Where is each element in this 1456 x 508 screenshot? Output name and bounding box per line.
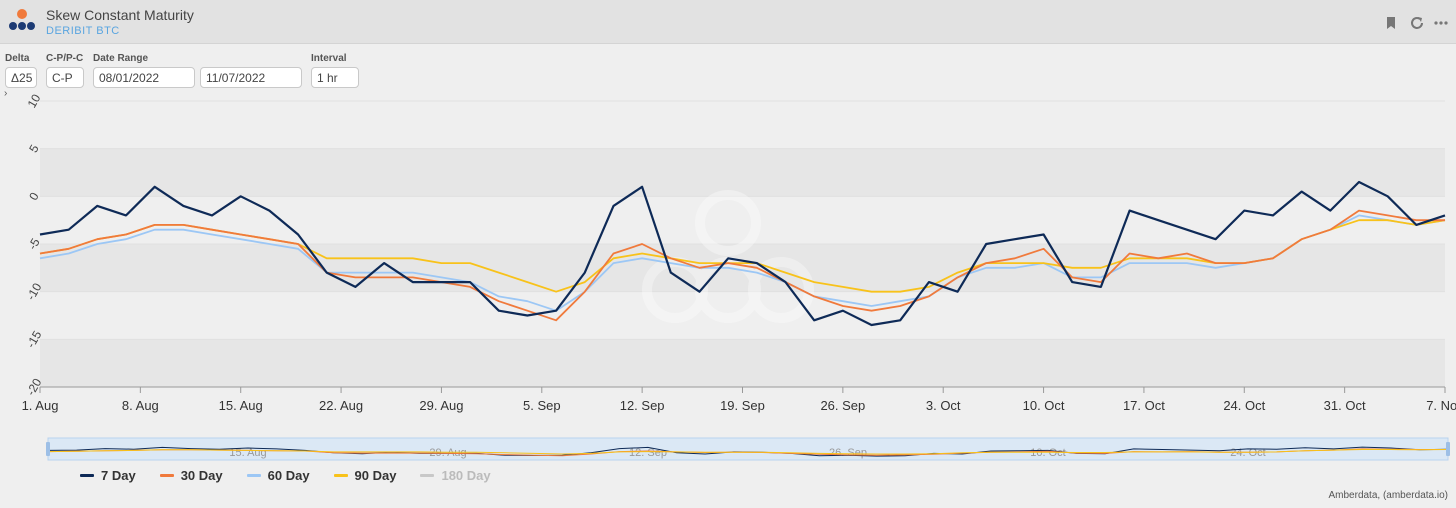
legend-label: 30 Day: [180, 468, 223, 483]
cp-select[interactable]: C-P: [46, 67, 84, 88]
navigator-label: 24. Oct: [1230, 447, 1265, 459]
chart-legend: 7 Day 30 Day 60 Day 90 Day 180 Day: [80, 468, 491, 483]
navigator-handle-right: [1446, 442, 1450, 456]
y-tick-label: 0: [26, 190, 42, 203]
legend-swatch: [159, 474, 174, 477]
delta-label: Delta: [5, 53, 30, 64]
x-tick-label: 8. Aug: [122, 398, 159, 413]
series-line-60-day: [39, 214, 1446, 312]
delta-select[interactable]: Δ25: [5, 67, 37, 88]
x-tick-label: 1. Aug: [22, 398, 59, 413]
end-date-input[interactable]: 11/07/2022: [200, 67, 302, 88]
legend-item-7-day[interactable]: 7 Day: [80, 468, 136, 483]
legend-item-90-day[interactable]: 90 Day: [333, 468, 397, 483]
x-tick-label: 22. Aug: [319, 398, 363, 413]
x-tick-label: 12. Sep: [620, 398, 665, 413]
navigator-label: 10. Oct: [1030, 447, 1065, 459]
legend-swatch: [420, 474, 435, 477]
legend-swatch: [333, 474, 348, 477]
credit-text: Amberdata, (amberdata.io): [1328, 490, 1448, 501]
legend-item-30-day[interactable]: 30 Day: [159, 468, 223, 483]
x-tick-label: 3. Oct: [926, 398, 961, 413]
interval-label: Interval: [311, 53, 347, 64]
refresh-icon[interactable]: [1408, 14, 1426, 32]
navigator-handle-left: [46, 442, 50, 456]
exchange-subtitle: DERIBIT BTC: [46, 25, 120, 37]
series-line-7-day: [39, 180, 1446, 327]
date-range-label: Date Range: [93, 53, 149, 64]
x-tick-label: 24. Oct: [1223, 398, 1265, 413]
more-icon[interactable]: [1432, 14, 1450, 32]
legend-item-180-day[interactable]: 180 Day: [420, 468, 491, 483]
x-tick-label: 31. Oct: [1324, 398, 1366, 413]
expand-chevron-icon[interactable]: ›: [4, 88, 8, 99]
x-tick-label: 29. Aug: [419, 398, 463, 413]
chart-title: Skew Constant Maturity: [46, 7, 194, 23]
legend-label: 7 Day: [101, 468, 136, 483]
legend-swatch: [80, 474, 94, 477]
x-tick-label: 17. Oct: [1123, 398, 1165, 413]
series-line-30-day: [39, 209, 1445, 322]
grid-band: [40, 339, 1445, 387]
start-date-input[interactable]: 08/01/2022: [93, 67, 195, 88]
bookmark-icon[interactable]: [1382, 14, 1400, 32]
cp-label: C-P/P-C: [46, 53, 84, 64]
legend-item-60-day[interactable]: 60 Day: [246, 468, 310, 483]
x-tick-label: 15. Aug: [219, 398, 263, 413]
legend-label: 90 Day: [354, 468, 397, 483]
navigator-label: 12. Sep: [629, 447, 667, 459]
grid-band: [40, 148, 1445, 197]
x-tick-label: 10. Oct: [1023, 398, 1065, 413]
x-tick-label: 26. Sep: [820, 398, 865, 413]
x-tick-label: 5. Sep: [523, 398, 561, 413]
legend-label: 180 Day: [441, 468, 491, 483]
header-bar: Skew Constant Maturity DERIBIT BTC: [0, 0, 1456, 44]
interval-select[interactable]: 1 hr: [311, 67, 359, 88]
navigator-series: [47, 449, 1449, 455]
amberdata-logo: [9, 9, 35, 30]
y-tick-label: 5: [26, 142, 42, 155]
x-tick-label: 19. Sep: [720, 398, 765, 413]
x-tick-label: 7. Nov: [1426, 398, 1456, 413]
legend-label: 60 Day: [267, 468, 310, 483]
navigator-label: 26. Sep: [829, 447, 867, 459]
y-tick-label: 10: [25, 91, 44, 110]
legend-swatch: [246, 474, 261, 477]
